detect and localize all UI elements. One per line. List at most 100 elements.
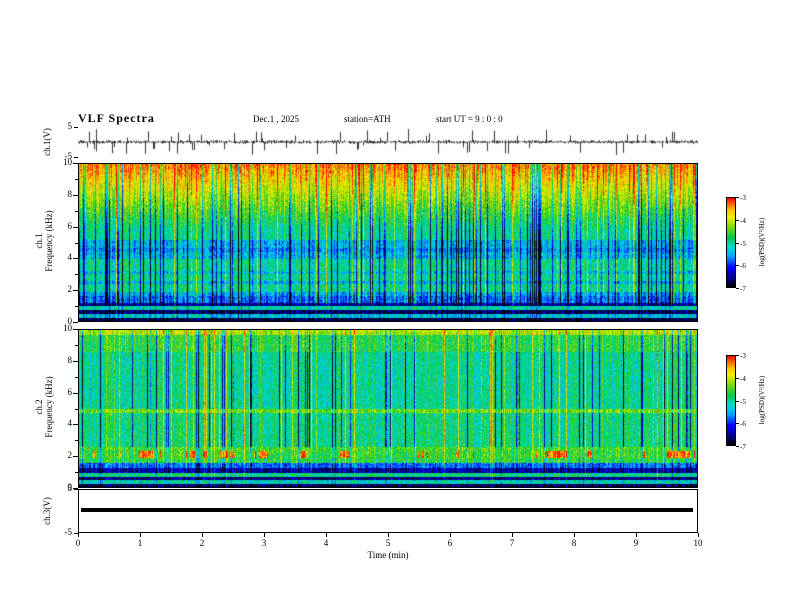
ch1-cb-tick-mark [736, 243, 739, 244]
ch2-spec-ytick-mark [73, 424, 78, 425]
ch2-cb-tick-label: -6 [740, 420, 746, 429]
header-date: Dec.1 , 2025 [253, 114, 299, 124]
ch1-spec-ytick-mark [73, 163, 78, 164]
ch2-spec-ytick-mark [75, 472, 78, 473]
ch2-cb-tick-label: -5 [740, 397, 746, 406]
ch2-spec-ytick-label: 10 [63, 323, 72, 333]
ch1-wave-ytick-label: 5 [67, 121, 73, 131]
ch2-colorbar [726, 355, 736, 446]
ch2-spec-ytick-label: 0 [67, 482, 73, 492]
x-tick-mark [636, 533, 637, 537]
ch2-cb-tick-label: -7 [740, 443, 746, 451]
ch2-spectrogram-panel [78, 329, 698, 488]
x-tick-mark [202, 533, 203, 537]
ch1-spec-ytick-label: 8 [67, 189, 73, 199]
ch2-spec-ytick-label: 6 [67, 387, 73, 397]
x-tick-label: 10 [693, 538, 703, 548]
ch2-spec-ytick-mark [73, 329, 78, 330]
figure-title: VLF Spectra [78, 111, 155, 125]
x-tick-mark [140, 533, 141, 537]
ch1-spec-ytick-mark [73, 258, 78, 259]
ch1-spec-ytick-mark [73, 290, 78, 291]
ch3-wave-ytick-mark [74, 489, 78, 490]
x-tick-mark [78, 533, 79, 537]
ch2-spec-ytick-label: 8 [67, 355, 73, 365]
header-station: station=ATH [344, 114, 391, 124]
ch3-wave-ytick-mark [74, 533, 78, 534]
ch1-spec-ytick-mark [75, 306, 78, 307]
ch1-spec-ytick-label: 0 [67, 316, 73, 326]
x-axis-label: Time (min) [367, 550, 409, 560]
ch1-cb-tick-label: -4 [740, 216, 746, 225]
x-tick-label: 0 [75, 538, 81, 548]
ch2-spec-ytick-mark [73, 393, 78, 394]
ch1-cb-tick-mark [736, 220, 739, 221]
ch3-flat-signal [81, 508, 693, 512]
ch2-colorbar-label: log(PSD)(V²/Hz) [758, 375, 766, 425]
header-start-ut: start UT = 9 : 0 : 0 [436, 114, 503, 124]
ch1-cb-tick-label: -3 [740, 194, 746, 202]
ch1-spec-ytick-mark [75, 179, 78, 180]
x-tick-label: 1 [137, 538, 143, 548]
x-tick-mark [512, 533, 513, 537]
x-tick-label: 9 [633, 538, 639, 548]
ch1-wave-ytick-mark [74, 127, 78, 128]
ch1-wave-ytick-label: -5 [64, 151, 73, 161]
ch1-cb-tick-label: -6 [740, 262, 746, 271]
ch3-wave-ytick-label: 5 [67, 483, 73, 493]
ch2-spec-ytick-mark [73, 456, 78, 457]
x-tick-mark [698, 533, 699, 537]
x-tick-label: 7 [509, 538, 515, 548]
ch1-spec-ytick-label: 4 [67, 252, 73, 262]
ch2-cb-tick-mark [736, 401, 739, 402]
ch2-spec-ytick-mark [75, 345, 78, 346]
ch2-cb-tick-label: -3 [740, 352, 746, 360]
ch2-spec-ytick-mark [75, 440, 78, 441]
ch3-waveform-ylabel: ch.3(V) [42, 497, 52, 525]
ch2-spec-ytick-mark [73, 488, 78, 489]
ch3-wave-ytick-label: -5 [64, 527, 73, 537]
ch1-spec-ytick-label: 6 [67, 221, 73, 231]
ch2-spec-ytick-label: 2 [67, 450, 73, 460]
x-tick-mark [450, 533, 451, 537]
ch2-spec-ytick-mark [73, 361, 78, 362]
ch2-spectrogram-canvas [79, 330, 697, 487]
ch1-cb-tick-label: -7 [740, 285, 746, 293]
ch1-wave-ytick-mark [74, 157, 78, 158]
ch2-spec-ytick-mark [75, 377, 78, 378]
x-tick-label: 3 [261, 538, 267, 548]
ch1-waveform-canvas [78, 127, 698, 157]
ch1-spec-ytick-mark [75, 211, 78, 212]
x-tick-label: 4 [323, 538, 329, 548]
ch3-waveform-panel [78, 489, 698, 533]
ch1-colorbar-label: log(PSD)(V²/Hz) [758, 217, 766, 267]
ch1-spec-ytick-mark [73, 195, 78, 196]
x-tick-mark [388, 533, 389, 537]
ch1-cb-tick-mark [736, 288, 739, 289]
x-tick-label: 6 [447, 538, 453, 548]
ch1-colorbar [726, 197, 736, 288]
ch2-cb-tick-label: -4 [740, 374, 746, 383]
x-tick-label: 2 [199, 538, 205, 548]
ch1-cb-tick-label: -5 [740, 239, 746, 248]
ch1-spectrogram-canvas [79, 164, 697, 321]
ch2-cb-tick-mark [736, 446, 739, 447]
ch1-waveform-panel [78, 127, 698, 157]
ch1-spectrogram-panel [78, 163, 698, 322]
x-tick-label: 8 [571, 538, 577, 548]
x-tick-label: 5 [385, 538, 391, 548]
ch2-spec-ytick-label: 4 [67, 418, 73, 428]
ch1-spec-ytick-label: 10 [63, 157, 72, 167]
ch1-spec-ytick-mark [73, 227, 78, 228]
ch2-cb-tick-mark [736, 355, 739, 356]
x-tick-mark [264, 533, 265, 537]
ch1-cb-tick-mark [736, 265, 739, 266]
ch2-cb-tick-mark [736, 378, 739, 379]
ch2-cb-tick-mark [736, 423, 739, 424]
ch1-spec-ytick-mark [73, 322, 78, 323]
ch1-spec-ytick-label: 2 [67, 284, 73, 294]
x-tick-mark [326, 533, 327, 537]
ch1-spec-ytick-mark [75, 274, 78, 275]
ch1-cb-tick-mark [736, 197, 739, 198]
